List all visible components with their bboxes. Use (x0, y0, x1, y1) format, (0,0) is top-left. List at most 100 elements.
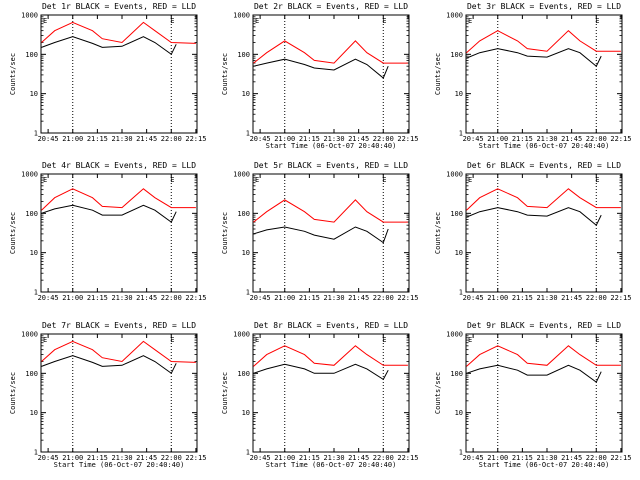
x-tick-label: 21:15 (87, 135, 108, 143)
x-tick-label: 21:30 (111, 294, 132, 302)
panel-title: Det 1r BLACK = Events, RED = LLD (42, 2, 196, 11)
corner-mark-left: E (43, 176, 47, 184)
y-tick-label: 100 (237, 370, 250, 378)
y-tick-label: 1000 (446, 12, 463, 20)
series-lld-line (41, 188, 196, 211)
x-tick-label: 21:15 (512, 135, 533, 143)
y-axis-label: Counts/sec (434, 372, 442, 414)
x-tick-label: 22:15 (610, 454, 631, 462)
x-tick-label: 21:00 (274, 135, 295, 143)
corner-mark-right: E (170, 176, 174, 184)
series-lld-line (41, 21, 196, 44)
series-events-line (253, 363, 389, 381)
y-tick-label: 1000 (233, 331, 250, 339)
y-tick-label: 10 (30, 409, 38, 417)
corner-mark-right: E (382, 336, 386, 344)
y-axis-label: Counts/sec (221, 372, 229, 414)
x-tick-label: 21:45 (561, 294, 582, 302)
x-tick-label: 21:30 (323, 294, 344, 302)
x-tick-label: 21:45 (136, 454, 157, 462)
x-tick-label: 22:00 (161, 294, 182, 302)
x-tick-label: 21:30 (536, 135, 557, 143)
x-tick-label: 21:45 (348, 454, 369, 462)
corner-mark-left: E (468, 17, 472, 25)
panel-title: Det 4r BLACK = Events, RED = LLD (42, 161, 196, 170)
x-tick-label: 22:00 (586, 135, 607, 143)
corner-mark-right: E (595, 17, 599, 25)
y-tick-label: 1000 (21, 171, 38, 179)
x-tick-label: 21:15 (512, 454, 533, 462)
y-tick-label: 1 (246, 130, 250, 138)
x-tick-label: 22:15 (610, 294, 631, 302)
y-tick-label: 1 (459, 130, 463, 138)
y-tick-label: 10 (455, 409, 463, 417)
x-tick-label: 20:45 (463, 294, 484, 302)
x-tick-label: 22:00 (373, 294, 394, 302)
x-tick-label: 21:45 (561, 454, 582, 462)
panel-det-8r: Det 8r BLACK = Events, RED = LLD 1 10 100 10… (221, 321, 418, 469)
y-tick-label: 100 (237, 51, 250, 59)
x-tick-label: 22:00 (373, 135, 394, 143)
corner-mark-right: E (595, 176, 599, 184)
corner-mark-left: E (468, 336, 472, 344)
x-tick-label: 20:45 (38, 454, 59, 462)
x-tick-label: 21:15 (299, 135, 320, 143)
y-tick-label: 1 (459, 449, 463, 457)
y-tick-label: 1000 (446, 331, 463, 339)
y-axis-label: Counts/sec (9, 372, 17, 414)
y-tick-label: 1 (34, 449, 38, 457)
panel-title: Det 3r BLACK = Events, RED = LLD (467, 2, 621, 11)
x-tick-label: 20:45 (38, 135, 59, 143)
series-lld-line (253, 199, 408, 223)
panel-det-1r: Det 1r BLACK = Events, RED = LLD 1 10 100 10… (9, 2, 206, 143)
x-tick-label: 21:45 (136, 135, 157, 143)
y-axis-label: Counts/sec (434, 212, 442, 254)
x-tick-label: 21:15 (299, 454, 320, 462)
series-lld-line (253, 40, 408, 64)
y-tick-label: 10 (455, 90, 463, 98)
x-tick-label: 22:15 (397, 294, 418, 302)
plot-frame (465, 173, 623, 293)
x-tick-label: 21:30 (323, 135, 344, 143)
series-events-line (466, 364, 602, 383)
corner-mark-right: E (382, 176, 386, 184)
x-tick-label: 21:30 (323, 454, 344, 462)
panel-det-3r: Det 3r BLACK = Events, RED = LLD 1 10 100 10… (434, 2, 631, 150)
y-tick-label: 1000 (21, 12, 38, 20)
y-tick-label: 1 (34, 289, 38, 297)
series-lld-line (466, 345, 621, 367)
x-tick-label: 21:30 (111, 135, 132, 143)
corner-mark-left: E (255, 336, 259, 344)
y-tick-label: 100 (237, 210, 250, 218)
y-tick-label: 1 (246, 449, 250, 457)
y-tick-label: 100 (25, 210, 38, 218)
x-axis-label: Start Time (06-Oct-07 20:40:40) (479, 461, 610, 469)
x-tick-label: 22:00 (586, 294, 607, 302)
x-tick-label: 20:45 (250, 135, 271, 143)
x-tick-label: 21:00 (62, 294, 83, 302)
x-tick-label: 21:30 (536, 454, 557, 462)
series-events-line (41, 355, 177, 375)
x-tick-label: 20:45 (250, 454, 271, 462)
x-tick-label: 22:15 (397, 454, 418, 462)
panel-det-4r: Det 4r BLACK = Events, RED = LLD 1 10 100 10… (9, 161, 206, 302)
corner-mark-right: E (382, 17, 386, 25)
plot-frame (465, 14, 623, 134)
y-tick-label: 1 (459, 289, 463, 297)
panel-title: Det 6r BLACK = Events, RED = LLD (467, 161, 621, 170)
x-tick-label: 20:45 (38, 294, 59, 302)
x-tick-label: 21:00 (487, 135, 508, 143)
series-lld-line (466, 30, 621, 54)
x-tick-label: 22:00 (586, 454, 607, 462)
plot-frame (252, 14, 410, 134)
x-tick-label: 21:30 (536, 294, 557, 302)
panel-det-2r: Det 2r BLACK = Events, RED = LLD 1 10 100 10… (221, 2, 418, 150)
x-axis-label: Start Time (06-Oct-07 20:40:40) (479, 142, 610, 150)
panel-title: Det 2r BLACK = Events, RED = LLD (254, 2, 408, 11)
x-tick-label: 21:45 (561, 135, 582, 143)
corner-mark-left: E (255, 176, 259, 184)
plot-frame (40, 333, 198, 453)
panel-title: Det 8r BLACK = Events, RED = LLD (254, 321, 408, 330)
series-events-line (253, 58, 389, 79)
x-tick-label: 22:15 (397, 135, 418, 143)
